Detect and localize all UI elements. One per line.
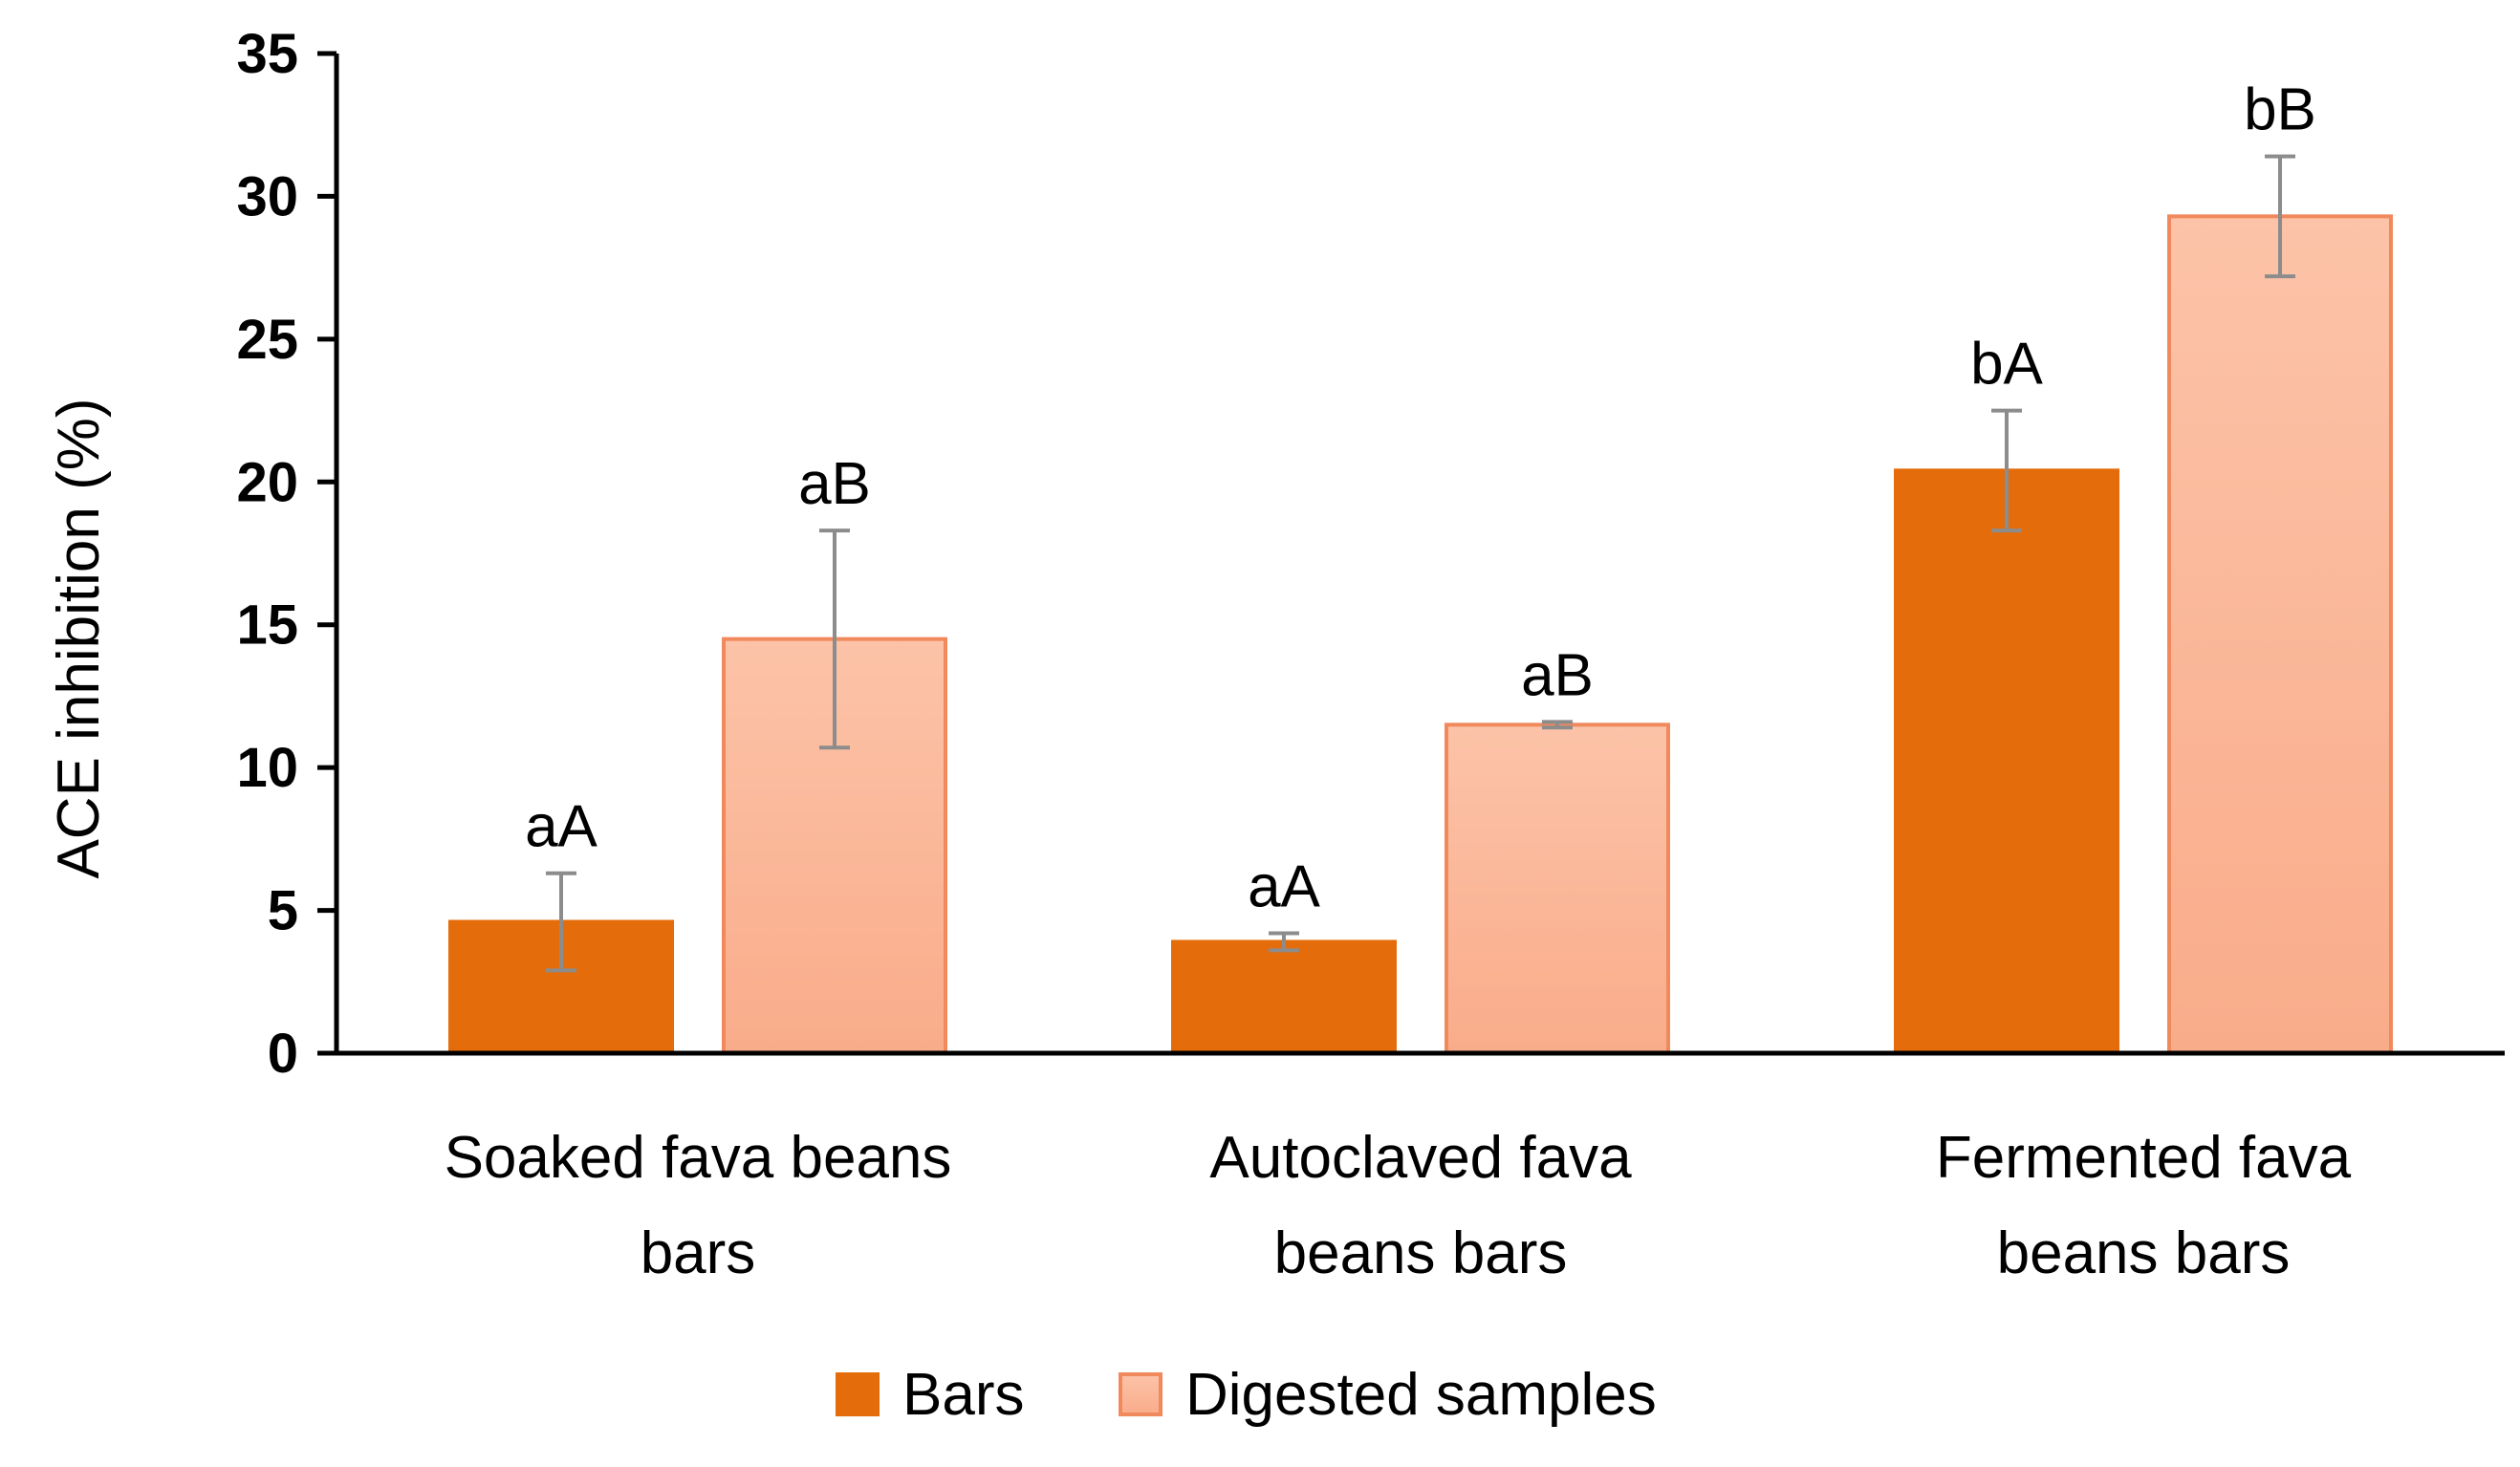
y-tick-label: 35 xyxy=(236,23,298,85)
category-label: bars xyxy=(641,1220,756,1286)
y-axis-title-group: ACE inhibition (%) xyxy=(46,398,112,878)
y-axis-ticks: 0 5 10 15 20 25 30 35 xyxy=(236,23,337,1085)
bars-layer xyxy=(448,214,2393,1056)
significance-label: aB xyxy=(798,451,871,517)
y-tick-label: 10 xyxy=(236,737,298,799)
category-label: beans bars xyxy=(1997,1220,2291,1286)
y-tick-label: 30 xyxy=(236,165,298,227)
category-label: Autoclaved fava xyxy=(1209,1125,1632,1191)
category-label: Soaked fava beans xyxy=(445,1125,952,1191)
category-label: beans bars xyxy=(1274,1220,1568,1286)
bar-bars-1 xyxy=(1171,939,1397,1056)
axes-layer xyxy=(334,54,2505,1056)
y-tick-label: 5 xyxy=(268,880,298,942)
y-tick-label: 20 xyxy=(236,451,298,513)
significance-label: bA xyxy=(1970,332,2043,398)
y-axis-title: ACE inhibition (%) xyxy=(46,398,112,878)
significance-labels-layer: aA aB aA aB bA bB xyxy=(525,77,2316,920)
bar-digested-2 xyxy=(2167,214,2393,1055)
category-label: Fermented fava xyxy=(1936,1125,2352,1191)
significance-label: aB xyxy=(1521,642,1594,708)
y-tick-label: 25 xyxy=(236,309,298,371)
legend-swatch-0 xyxy=(836,1372,880,1416)
legend-swatch-1 xyxy=(1119,1372,1162,1416)
y-tick-label: 0 xyxy=(268,1023,298,1085)
bar-digested-1 xyxy=(1445,723,1670,1055)
legend: Bars Digested samples xyxy=(836,1362,1657,1428)
bar-bars-2 xyxy=(1894,468,2119,1055)
error-bars-layer xyxy=(546,154,2295,973)
category-labels-layer: Soaked fava beans bars Autoclaved fava bean… xyxy=(445,1125,2352,1286)
significance-label: aA xyxy=(1248,853,1320,919)
legend-label-1: Digested samples xyxy=(1185,1362,1657,1428)
significance-label: aA xyxy=(525,794,597,860)
legend-label-0: Bars xyxy=(902,1362,1024,1428)
significance-label: bB xyxy=(2244,77,2316,143)
y-tick-label: 15 xyxy=(236,594,298,657)
